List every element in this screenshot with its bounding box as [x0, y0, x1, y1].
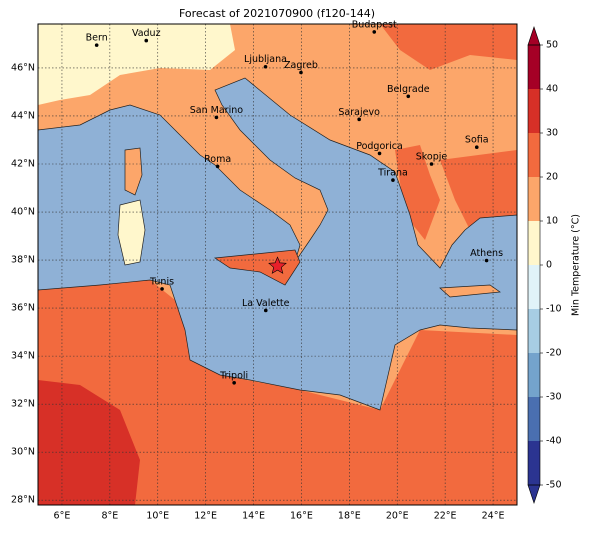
- colorbar-bin: [528, 397, 540, 441]
- city-point: [232, 380, 236, 385]
- x-tick-label: 12°E: [194, 511, 217, 522]
- x-tick-label: 8°E: [101, 511, 118, 522]
- colorbar-extend: [527, 26, 541, 46]
- x-tick-label: 24°E: [482, 511, 505, 522]
- colorbar-bin: [528, 353, 540, 397]
- city-label: Ljubljana: [244, 54, 287, 65]
- city-label: San Marino: [190, 105, 243, 116]
- colorbar-tick-label: 40: [546, 84, 558, 95]
- colorbar-tick-label: -10: [546, 304, 562, 315]
- colorbar-tick-label: 50: [546, 40, 558, 51]
- city-label: Sarajevo: [338, 107, 380, 118]
- city-point: [377, 151, 382, 156]
- colorbar-bin: [528, 133, 540, 177]
- x-tick-label: 18°E: [338, 511, 361, 522]
- colorbar-bin: [528, 45, 540, 89]
- city-label: La Valette: [242, 298, 290, 309]
- map-frame: [37, 23, 518, 506]
- city-label: Skopje: [416, 152, 448, 163]
- colorbar-bin: [528, 89, 540, 133]
- colorbar-bin: [528, 265, 540, 309]
- city-point: [372, 30, 377, 34]
- corsica: [124, 147, 143, 196]
- colorbar-bin: [528, 177, 540, 221]
- city-point: [94, 43, 99, 47]
- colorbar-bin: [528, 441, 540, 485]
- x-tick-label: 20°E: [386, 511, 409, 522]
- x-tick-label: 6°E: [54, 511, 71, 522]
- city-label: Podgorica: [356, 141, 403, 152]
- city-point: [214, 115, 219, 120]
- alps-cool-zone: [38, 24, 235, 105]
- city-label: Belgrade: [387, 84, 430, 95]
- y-tick-label: 40°N: [11, 207, 35, 218]
- city-point: [263, 64, 268, 69]
- city-point: [160, 287, 164, 291]
- colorbar-tick-label: 10: [546, 216, 558, 227]
- colorbar-bin: [528, 309, 540, 353]
- city-label: Roma: [204, 154, 231, 165]
- sardinia: [117, 199, 146, 266]
- warm-zone: [440, 150, 517, 230]
- y-tick-label: 34°N: [11, 351, 35, 362]
- city-label: Tunis: [149, 276, 174, 287]
- colorbar-tick-label: -30: [546, 392, 562, 403]
- y-tick-label: 30°N: [11, 447, 35, 458]
- colorbar-bin: [528, 221, 540, 265]
- map-title: Forecast of 2021070900 (f120-144): [179, 7, 375, 20]
- colorbar-tick-label: 30: [546, 128, 558, 139]
- x-tick-label: 14°E: [242, 511, 265, 522]
- colorbar-tick-label: -50: [546, 480, 562, 491]
- y-tick-label: 42°N: [11, 159, 35, 170]
- y-tick-label: 38°N: [11, 255, 35, 266]
- location-marker: [268, 256, 287, 274]
- city-point: [215, 164, 220, 169]
- warm-zone: [380, 24, 517, 70]
- city-label: Vaduz: [132, 28, 161, 39]
- city-label: Bern: [86, 33, 108, 44]
- city-point: [474, 145, 479, 149]
- city-point: [406, 94, 411, 99]
- colorbar-tick-label: -40: [546, 436, 562, 447]
- city-point: [357, 117, 361, 122]
- colorbar-label: Min Temperature (°C): [571, 214, 582, 316]
- city-label: Tripoli: [219, 370, 248, 381]
- city-label: Tirana: [377, 168, 408, 179]
- city-point: [391, 178, 395, 182]
- y-tick-label: 46°N: [11, 62, 35, 73]
- hot-zone: [38, 380, 140, 505]
- sicily: [213, 249, 301, 286]
- colorbar-tick-label: 0: [546, 260, 552, 271]
- y-tick-label: 36°N: [11, 303, 35, 314]
- y-tick-label: 32°N: [11, 399, 35, 410]
- y-tick-label: 44°N: [11, 110, 35, 121]
- city-point: [144, 38, 149, 43]
- city-label: Sofia: [465, 135, 489, 146]
- city-point: [429, 162, 434, 166]
- city-label: Zagreb: [284, 60, 318, 71]
- city-point: [263, 308, 268, 313]
- city-label: Budapest: [352, 19, 397, 30]
- colorbar-tick-label: 20: [546, 172, 558, 183]
- x-tick-label: 10°E: [146, 511, 169, 522]
- city-point: [299, 70, 303, 75]
- y-tick-label: 28°N: [11, 495, 35, 506]
- city-point: [484, 258, 489, 263]
- crete: [439, 284, 501, 298]
- x-tick-label: 22°E: [434, 511, 457, 522]
- city-label: Athens: [470, 248, 503, 259]
- colorbar-tick-label: -20: [546, 348, 562, 359]
- colorbar-extend: [527, 484, 541, 504]
- x-tick-label: 16°E: [290, 511, 313, 522]
